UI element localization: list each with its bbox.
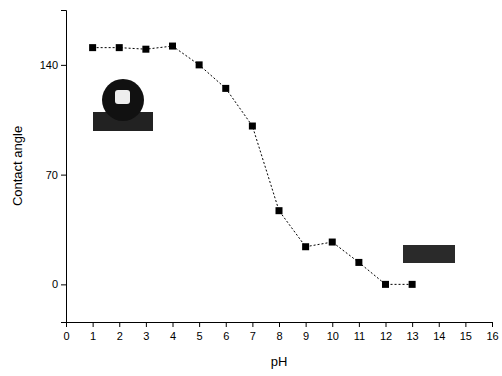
y-axis: 0 70 140: [40, 11, 67, 323]
data-point: [142, 46, 149, 53]
x-tick-mark: [146, 322, 147, 327]
x-tick: 11: [354, 322, 365, 342]
x-tick-label: 8: [276, 330, 282, 342]
x-tick: 16: [486, 322, 498, 342]
x-tick-label: 11: [354, 330, 365, 342]
data-point: [355, 259, 362, 266]
chart: 012345678910111213141516070140pHContact …: [0, 0, 502, 376]
y-tick-label: 0: [52, 278, 58, 290]
data-point: [116, 44, 123, 51]
x-tick: 5: [197, 322, 203, 342]
inset-droplet: [102, 79, 144, 121]
x-tick: 14: [433, 322, 445, 342]
x-tick-mark: [199, 322, 200, 327]
x-tick: 2: [117, 322, 123, 342]
data-point: [222, 85, 229, 92]
y-tick-label: 140: [40, 59, 58, 71]
x-tick: 1: [90, 322, 96, 342]
x-tick: 3: [143, 322, 149, 342]
x-tick-label: 9: [303, 330, 309, 342]
data-point: [276, 207, 283, 214]
data-point: [382, 281, 389, 288]
x-tick-label: 2: [117, 330, 123, 342]
x-axis: 012345678910111213141516: [63, 322, 498, 342]
x-tick-label: 0: [63, 330, 69, 342]
x-tick-label: 12: [380, 330, 392, 342]
x-tick: 15: [460, 322, 472, 342]
x-tick-label: 14: [433, 330, 445, 342]
y-tick: 0: [52, 278, 66, 290]
x-tick-mark: [412, 322, 413, 327]
x-tick: 12: [380, 322, 392, 342]
x-tick-mark: [252, 322, 253, 327]
x-tick-mark: [173, 322, 174, 327]
x-tick: 9: [303, 322, 309, 342]
data-point: [302, 243, 309, 250]
x-tick: 6: [223, 322, 229, 342]
x-tick: 7: [250, 322, 256, 342]
x-tick-mark: [332, 322, 333, 327]
x-tick: 4: [170, 322, 176, 342]
x-tick: 0: [63, 322, 69, 342]
data-point: [196, 61, 203, 68]
x-tick-mark: [279, 322, 280, 327]
series-line: [93, 46, 413, 284]
data-point: [409, 281, 416, 288]
y-tick-mark: [61, 175, 66, 176]
x-tick: 10: [327, 322, 339, 342]
inset-images: [93, 79, 455, 263]
data-point: [329, 239, 336, 246]
x-tick-mark: [465, 322, 466, 327]
x-tick-mark: [386, 322, 387, 327]
data-point: [169, 43, 176, 50]
x-tick-label: 3: [143, 330, 149, 342]
x-tick-label: 13: [407, 330, 419, 342]
x-tick-mark: [306, 322, 307, 327]
x-tick-mark: [359, 322, 360, 327]
x-tick-label: 1: [90, 330, 96, 342]
y-tick-mark: [61, 284, 66, 285]
y-tick-mark: [61, 65, 66, 66]
x-tick-mark: [93, 322, 94, 327]
x-tick: 8: [276, 322, 282, 342]
x-tick-label: 5: [197, 330, 203, 342]
x-tick: 13: [407, 322, 419, 342]
data-point: [89, 44, 96, 51]
y-tick: 70: [46, 169, 66, 181]
y-axis-line: [61, 11, 67, 323]
x-tick-mark: [439, 322, 440, 327]
x-tick-label: 7: [250, 330, 256, 342]
y-tick: 140: [40, 59, 66, 71]
x-tick-mark: [492, 322, 493, 327]
x-tick-label: 4: [170, 330, 176, 342]
y-axis-title: Contact angle: [10, 126, 25, 206]
inset-flat-substrate: [403, 245, 455, 263]
x-tick-label: 15: [460, 330, 472, 342]
x-tick-label: 10: [327, 330, 339, 342]
x-tick-mark: [226, 322, 227, 327]
x-axis-title: pH: [271, 354, 288, 369]
marks: [89, 43, 416, 288]
x-axis-line: [67, 323, 493, 328]
inset-highlight: [115, 90, 130, 104]
data-point: [249, 123, 256, 130]
y-tick-label: 70: [46, 169, 58, 181]
x-tick-label: 16: [486, 330, 498, 342]
x-tick-mark: [119, 322, 120, 327]
x-tick-label: 6: [223, 330, 229, 342]
plot: 012345678910111213141516070140: [40, 11, 499, 342]
